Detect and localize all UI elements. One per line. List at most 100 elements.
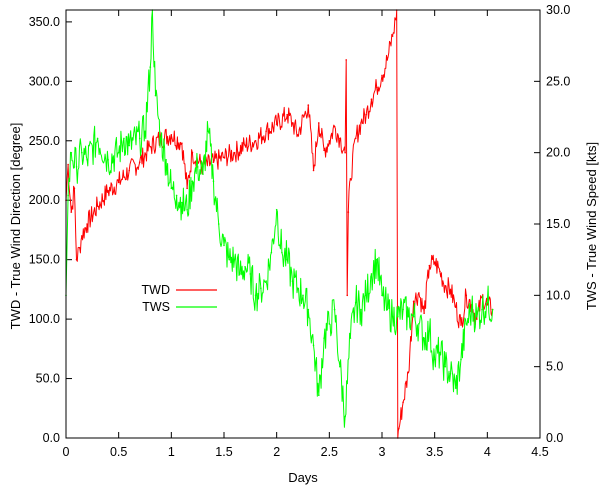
data-point-tws: [265, 280, 267, 282]
data-point-twd: [465, 294, 468, 297]
data-point-tws: [370, 273, 373, 275]
data-point-tws: [86, 159, 88, 161]
data-point-twd: [323, 149, 325, 152]
data-point-twd: [191, 151, 194, 154]
data-point-tws: [428, 330, 431, 332]
x-tick-label: 0: [63, 445, 70, 459]
data-point-twd: [291, 122, 294, 124]
data-point-tws: [375, 258, 378, 261]
data-point-twd: [402, 401, 404, 404]
data-point-twd: [454, 306, 457, 309]
y-left-tick-label: 50.0: [36, 372, 60, 386]
data-point-twd: [117, 181, 120, 184]
data-point-tws: [75, 166, 78, 168]
data-point-tws: [454, 387, 457, 389]
data-point-tws: [275, 208, 278, 211]
x-tick-label: 4: [484, 445, 491, 459]
y-left-tick-label: 0.0: [43, 431, 60, 445]
data-point-tws: [281, 251, 283, 254]
x-tick-label: 1.5: [215, 445, 232, 459]
data-point-twd: [381, 74, 383, 77]
plot-frame: [65, 9, 541, 439]
data-point-twd: [149, 145, 152, 148]
data-point-tws: [302, 294, 304, 297]
data-point-tws: [360, 308, 362, 311]
data-point-twd: [398, 427, 400, 430]
data-point-tws: [244, 266, 246, 268]
y-left-tick-label: 200.0: [29, 193, 60, 207]
data-point-tws: [260, 287, 262, 290]
data-point-tws: [154, 94, 157, 97]
data-point-twd: [244, 144, 246, 147]
data-point-tws: [212, 180, 215, 182]
data-point-twd: [394, 18, 397, 21]
data-point-twd: [444, 285, 447, 287]
y-right-axis-ticks: 0.0 5.0 10.0 15.0 20.0 25.0 30.0: [534, 3, 570, 445]
data-point-twd: [439, 270, 441, 273]
data-point-twd: [181, 142, 183, 144]
y-left-axis-title: TWD - True Wind Direction [degree]: [8, 123, 23, 330]
y-left-tick-label: 150.0: [29, 253, 60, 267]
data-point-tws: [476, 315, 478, 318]
data-point-twd: [347, 211, 350, 213]
legend-label-twd: TWD: [142, 283, 170, 297]
data-point-tws: [433, 358, 436, 361]
data-point-tws: [296, 287, 299, 290]
data-point-twd: [286, 113, 289, 116]
data-point-tws: [217, 223, 220, 225]
data-point-tws: [270, 251, 273, 254]
data-point-twd: [386, 59, 389, 61]
data-point-tws: [465, 323, 468, 325]
data-point-tws: [107, 159, 109, 161]
y-left-tick-label: 300.0: [29, 74, 60, 88]
y-right-tick-label: 20.0: [546, 146, 570, 160]
y-right-tick-label: 10.0: [546, 288, 570, 302]
data-point-twd: [186, 187, 188, 190]
legend-label-tws: TWS: [142, 300, 170, 314]
data-point-tws: [207, 130, 209, 133]
data-point-tws: [233, 258, 236, 261]
data-point-twd: [70, 211, 73, 213]
data-point-tws: [354, 301, 357, 304]
data-point-twd: [86, 223, 88, 225]
data-point-twd: [345, 59, 347, 61]
data-point-twd: [449, 288, 452, 291]
data-point-twd: [328, 139, 331, 142]
data-point-twd: [460, 324, 462, 326]
x-tick-label: 3: [379, 445, 386, 459]
data-point-tws: [191, 180, 194, 182]
data-point-tws: [117, 151, 120, 154]
data-point-tws: [67, 194, 69, 197]
data-point-twd: [339, 137, 341, 140]
legend: TWD TWS: [142, 283, 217, 314]
data-point-twd: [391, 35, 394, 37]
data-point-twd: [265, 130, 267, 133]
data-point-twd: [73, 187, 76, 190]
data-point-tws: [391, 315, 394, 318]
data-point-tws: [307, 308, 310, 311]
data-point-tws: [239, 273, 241, 275]
data-point-tws: [381, 294, 383, 297]
data-point-twd: [233, 151, 236, 154]
data-point-twd: [318, 122, 320, 124]
data-point-twd: [81, 235, 83, 237]
data-point-twd: [360, 122, 362, 124]
data-point-tws: [223, 244, 225, 247]
data-point-twd: [476, 318, 478, 320]
data-point-tws: [96, 137, 99, 140]
x-tick-label: 2.5: [321, 445, 338, 459]
data-point-tws: [397, 315, 399, 318]
y-right-tick-label: 25.0: [546, 74, 570, 88]
data-point-tws: [175, 194, 178, 197]
x-axis-ticks: 0 0.5 1 1.5 2 2.5 3 3.5 4 4.5: [63, 10, 549, 459]
data-point-tws: [70, 151, 73, 154]
data-point-tws: [423, 337, 425, 339]
y-right-tick-label: 5.0: [546, 360, 563, 374]
data-point-tws: [286, 258, 289, 261]
data-point-twd: [423, 312, 425, 314]
data-point-twd: [138, 161, 141, 163]
data-point-twd: [107, 189, 109, 192]
data-point-tws: [228, 258, 231, 261]
data-point-twd: [75, 258, 78, 261]
y-right-tick-label: 30.0: [546, 3, 570, 17]
